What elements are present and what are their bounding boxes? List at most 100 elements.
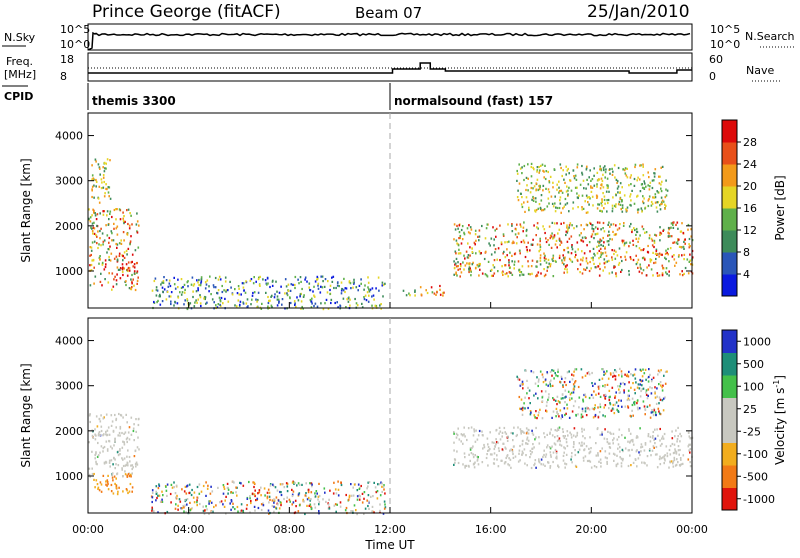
data-cell <box>573 227 575 230</box>
data-cell <box>536 273 538 276</box>
data-cell <box>565 383 567 387</box>
data-cell <box>561 414 563 417</box>
data-cell <box>116 266 119 269</box>
data-cell <box>536 166 539 169</box>
data-cell <box>574 256 576 259</box>
data-cell <box>221 290 224 294</box>
data-cell <box>206 279 209 282</box>
data-cell <box>616 181 618 184</box>
data-cell <box>651 409 653 412</box>
data-cell <box>101 181 103 184</box>
data-cell <box>647 394 649 397</box>
data-cell <box>478 264 481 267</box>
data-cell <box>565 233 567 237</box>
data-cell <box>121 446 124 449</box>
data-cell <box>600 177 603 180</box>
data-cell <box>616 187 619 190</box>
data-cell <box>633 177 636 181</box>
data-cell <box>467 256 470 259</box>
data-cell <box>656 395 658 398</box>
data-cell <box>537 188 540 192</box>
data-cell <box>472 445 474 448</box>
data-cell <box>539 257 542 260</box>
data-cell <box>483 443 485 447</box>
data-cell <box>549 381 551 384</box>
data-cell <box>517 426 519 429</box>
data-cell <box>332 492 335 495</box>
data-cell <box>602 227 604 230</box>
data-cell <box>353 483 356 486</box>
data-cell <box>611 258 614 261</box>
data-cell <box>468 224 470 227</box>
data-cell <box>677 445 680 448</box>
data-cell <box>223 289 225 292</box>
data-cell <box>491 453 493 456</box>
data-cell <box>159 303 162 306</box>
data-cell <box>114 437 116 440</box>
data-cell <box>159 293 161 296</box>
data-cell <box>350 287 352 290</box>
data-cell <box>644 231 646 234</box>
data-cell <box>572 374 575 377</box>
data-cell <box>525 228 528 231</box>
data-cell <box>625 208 627 211</box>
data-cell <box>523 431 525 434</box>
data-cell <box>234 507 236 511</box>
data-cell <box>618 261 621 265</box>
data-cell <box>95 452 97 455</box>
y-tick-label: 2000 <box>55 220 83 233</box>
data-cell <box>230 286 232 289</box>
data-cell <box>309 288 311 292</box>
data-cell <box>649 185 651 188</box>
data-cell <box>105 483 107 486</box>
data-cell <box>227 486 229 490</box>
data-cell <box>675 223 677 226</box>
data-cell <box>538 187 541 191</box>
data-cell <box>558 186 560 189</box>
data-cell <box>535 410 537 413</box>
data-cell <box>254 494 256 498</box>
data-cell <box>95 234 97 237</box>
data-cell <box>588 447 590 450</box>
data-cell <box>368 500 370 503</box>
data-cell <box>367 485 369 488</box>
data-cell <box>511 448 514 452</box>
data-cell <box>97 486 100 489</box>
data-cell <box>582 207 585 210</box>
data-cell <box>593 262 595 265</box>
data-cell <box>599 238 601 241</box>
data-cell <box>531 429 533 432</box>
data-cell <box>617 203 620 206</box>
data-cell <box>640 207 643 210</box>
data-cell <box>467 254 470 257</box>
data-cell <box>572 383 575 386</box>
data-cell <box>88 217 90 220</box>
data-cell <box>531 447 534 450</box>
data-cell <box>95 462 98 465</box>
data-cell <box>518 449 521 452</box>
data-cell <box>521 450 524 453</box>
data-cell <box>208 500 210 503</box>
data-cell <box>568 416 571 419</box>
data-cell <box>151 289 154 292</box>
data-cell <box>337 281 339 284</box>
data-cell <box>628 428 630 431</box>
data-cell <box>221 284 223 288</box>
data-cell <box>629 256 632 259</box>
data-cell <box>478 229 481 232</box>
data-cell <box>623 244 626 247</box>
data-cell <box>453 238 455 241</box>
data-cell <box>104 167 106 170</box>
data-cell <box>165 485 167 488</box>
data-cell <box>257 278 260 281</box>
data-cell <box>689 465 692 468</box>
data-cell <box>661 435 664 438</box>
data-cell <box>639 234 641 237</box>
data-cell <box>454 458 457 461</box>
data-cell <box>534 209 536 212</box>
data-cell <box>181 291 184 294</box>
data-cell <box>665 188 667 191</box>
data-cell <box>249 495 251 498</box>
data-cell <box>240 509 243 512</box>
data-cell <box>548 225 551 228</box>
